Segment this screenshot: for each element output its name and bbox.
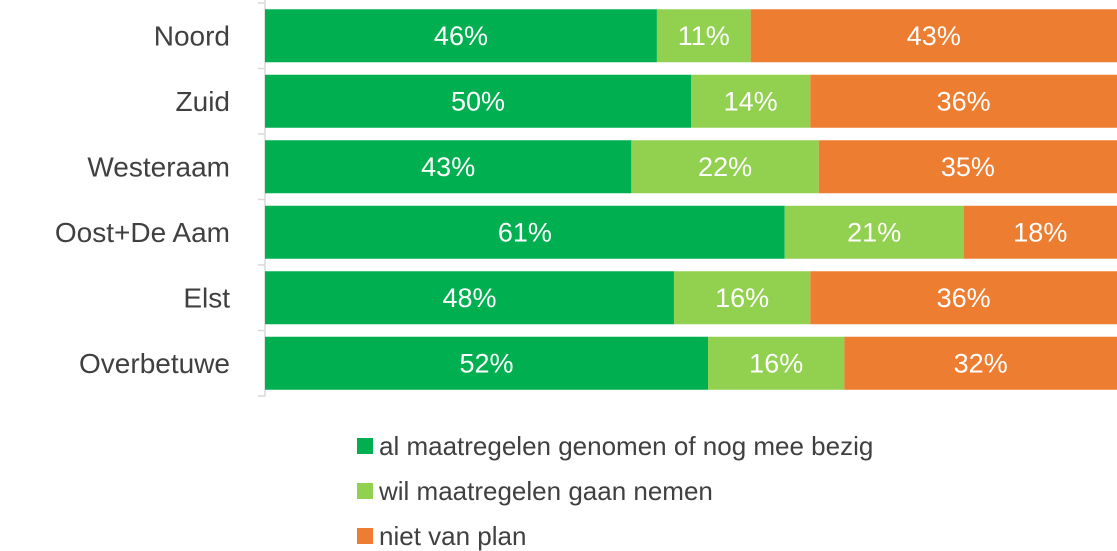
bar-segment: [265, 74, 691, 128]
data-label: 16%: [749, 348, 803, 378]
category-label: Oost+De Aam: [55, 217, 230, 248]
data-label: 11%: [678, 21, 730, 51]
data-label: 18%: [1013, 217, 1067, 247]
data-label: 35%: [941, 152, 995, 182]
bar-segment: [750, 9, 1117, 63]
bar-segment: [810, 74, 1117, 128]
category-label: Overbetuwe: [79, 348, 230, 379]
legend-swatch: [357, 528, 373, 544]
category-label: Westeraam: [87, 151, 230, 182]
bar-segment: [265, 205, 785, 259]
category-label: Zuid: [176, 86, 230, 117]
legend-label: wil maatregelen gaan nemen: [378, 476, 713, 506]
data-label: 48%: [442, 283, 496, 313]
bar-segment: [784, 205, 964, 259]
legend-label: niet van plan: [379, 521, 526, 551]
data-label: 43%: [907, 21, 961, 51]
bar-segment: [265, 271, 674, 325]
data-label: 32%: [954, 348, 1008, 378]
category-label: Elst: [183, 282, 230, 313]
category-label: Noord: [154, 20, 230, 51]
bar-segment: [631, 140, 819, 194]
bar-segment: [818, 140, 1117, 194]
data-label: 14%: [724, 86, 778, 116]
legend-label: al maatregelen genomen of nog mee bezig: [379, 431, 873, 461]
bar-segment: [844, 336, 1117, 390]
bar-segment: [656, 9, 751, 63]
data-label: 16%: [715, 283, 769, 313]
bar-segment: [691, 74, 811, 128]
data-label: 22%: [698, 152, 752, 182]
bar-segment: [265, 140, 632, 194]
bar-segment: [708, 336, 845, 390]
bar-segment: [673, 271, 811, 325]
data-label: 50%: [451, 86, 505, 116]
bar-segment: [963, 205, 1117, 259]
data-label: 21%: [847, 217, 901, 247]
data-label: 61%: [498, 217, 552, 247]
legend-swatch: [357, 438, 373, 454]
legend-swatch: [357, 483, 373, 499]
data-label: 36%: [937, 86, 991, 116]
bar-segment: [265, 336, 709, 390]
bar-segment: [810, 271, 1117, 325]
data-label: 52%: [459, 348, 513, 378]
data-label: 43%: [421, 152, 475, 182]
data-label: 36%: [937, 283, 991, 313]
bar-segment: [265, 9, 657, 63]
data-label: 46%: [434, 21, 488, 51]
